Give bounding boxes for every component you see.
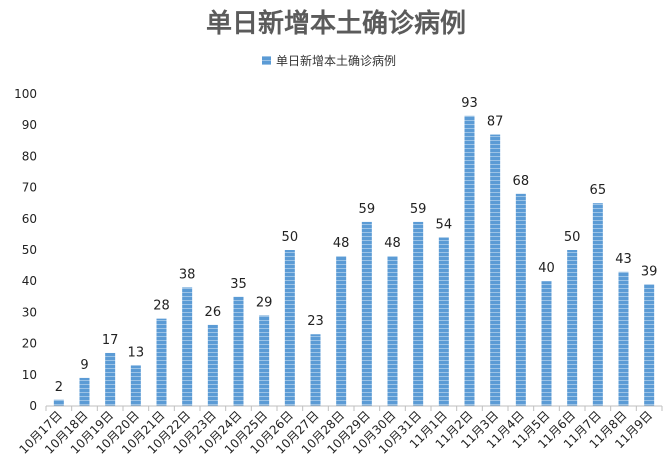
bar [156, 318, 167, 406]
bar [592, 203, 603, 406]
bar [105, 352, 116, 406]
data-label: 26 [205, 305, 222, 320]
bar [310, 334, 321, 406]
bar [182, 287, 193, 406]
y-tick-label: 100 [14, 87, 37, 101]
data-label: 2 [55, 380, 63, 395]
data-label: 68 [513, 174, 530, 189]
bar [259, 315, 270, 406]
y-tick-label: 50 [22, 243, 37, 257]
y-tick-label: 60 [22, 212, 37, 226]
legend-swatch [262, 56, 271, 65]
bar [130, 365, 141, 406]
bar [53, 399, 64, 406]
bar [336, 256, 347, 406]
data-label: 50 [564, 230, 581, 245]
bar [618, 271, 629, 406]
data-label: 40 [538, 261, 555, 276]
data-label: 87 [487, 115, 504, 130]
chart-title: 单日新增本土确诊病例 [206, 8, 466, 39]
bar [79, 377, 90, 406]
data-label: 59 [410, 202, 427, 217]
y-axis: 0 10 20 30 40 50 60 70 80 90 100 [14, 87, 37, 413]
bar [464, 115, 475, 406]
bar [644, 284, 655, 406]
data-label: 17 [102, 333, 119, 348]
x-axis: 10月17日10月18日10月19日10月20日10月21日10月22日10月2… [16, 406, 663, 457]
y-tick-label: 80 [22, 149, 37, 163]
y-tick-label: 90 [22, 118, 37, 132]
data-label: 35 [230, 277, 247, 292]
data-label: 9 [80, 358, 88, 373]
bar [438, 237, 449, 406]
legend-label: 单日新增本土确诊病例 [276, 53, 396, 68]
y-tick-label: 40 [22, 274, 37, 288]
data-label: 50 [282, 230, 299, 245]
bar [361, 221, 372, 406]
bar [413, 221, 424, 406]
y-tick-label: 30 [22, 305, 37, 319]
data-label: 43 [615, 252, 632, 267]
y-tick-label: 70 [22, 181, 37, 195]
bar [233, 296, 244, 406]
bar [515, 193, 526, 406]
data-label: 93 [461, 96, 478, 111]
bar [541, 281, 552, 406]
data-label: 48 [333, 236, 350, 251]
data-label: 65 [590, 183, 607, 198]
data-label: 23 [307, 314, 324, 329]
bar [490, 134, 501, 406]
data-label: 39 [641, 264, 658, 279]
y-tick-label: 10 [22, 368, 37, 382]
bar [207, 324, 218, 406]
data-label: 28 [153, 299, 170, 314]
data-label: 54 [436, 218, 453, 233]
y-tick-label: 0 [29, 399, 37, 413]
bar [284, 250, 295, 406]
data-label: 13 [128, 345, 145, 360]
data-label: 59 [359, 202, 376, 217]
data-label: 48 [384, 236, 401, 251]
bar [567, 250, 578, 406]
legend: 单日新增本土确诊病例 [262, 53, 396, 68]
data-label: 38 [179, 267, 196, 282]
bar [387, 256, 398, 406]
bars: 2917132838263529502348594859549387684050… [53, 96, 658, 406]
y-tick-label: 20 [22, 337, 37, 351]
data-label: 29 [256, 296, 273, 311]
